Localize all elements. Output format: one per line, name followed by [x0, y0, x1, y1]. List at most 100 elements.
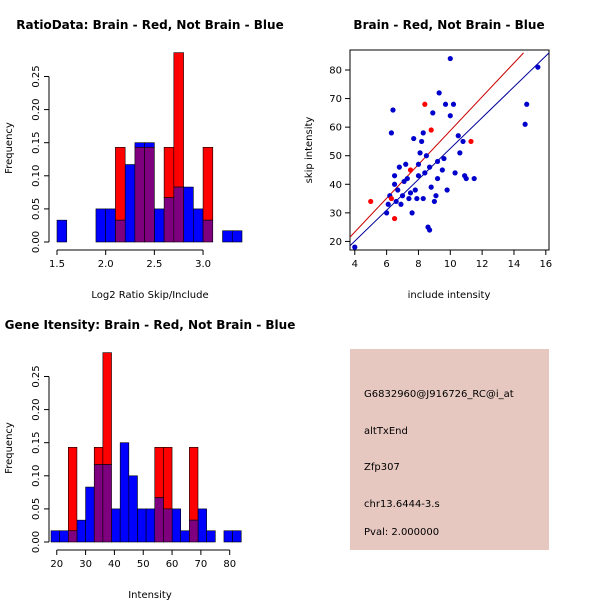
ratio-histogram-bars: [56, 52, 243, 243]
not-brain-bar: [183, 186, 194, 243]
x-tick-label: 2.5: [146, 259, 162, 270]
not-brain-bar: [222, 230, 233, 243]
not-brain-point: [460, 138, 466, 145]
not-brain-point: [463, 175, 469, 182]
scatter-axes: 4 6 8 10 12 14 16 20 30 40 50 60 70 80: [329, 66, 552, 271]
x-tick-label: 6: [383, 259, 389, 270]
not-brain-bar: [95, 208, 106, 243]
not-brain-point: [391, 181, 398, 187]
not-brain-point: [391, 173, 398, 179]
brain-bar: [154, 447, 164, 498]
not-brain-point: [414, 195, 420, 202]
y-tick-label: 40: [329, 180, 342, 191]
info-panel-background: [350, 349, 549, 550]
brain-bar: [189, 447, 199, 521]
not-brain-point: [447, 55, 453, 62]
y-tick-label: 70: [329, 94, 342, 105]
scatter-xlabel: include intensity: [408, 290, 491, 301]
overlap-bar: [154, 497, 164, 543]
overlap-bar: [67, 530, 78, 543]
y-tick-label: 0.20: [31, 398, 42, 420]
not-brain-bar: [231, 230, 243, 243]
not-brain-point: [428, 184, 434, 190]
ratio-histogram-title: RatioData: Brain - Red, Not Brain - Blue: [16, 18, 283, 32]
y-tick-label: 0.15: [31, 432, 42, 454]
x-tick-label: 20: [50, 559, 63, 570]
y-tick-label: 0.00: [31, 231, 42, 253]
not-brain-point: [452, 170, 458, 176]
brain-bar: [102, 352, 112, 465]
brain-point: [422, 101, 428, 107]
brain-point: [468, 138, 474, 145]
not-brain-point: [455, 133, 461, 139]
brain-bar: [163, 447, 173, 510]
overlap-bar: [134, 147, 145, 243]
scatter-title: Brain - Red, Not Brain - Blue: [353, 18, 544, 32]
y-tick-label: 0.00: [31, 531, 42, 553]
x-tick-label: 8: [415, 259, 421, 270]
not-brain-point: [393, 198, 399, 205]
event-type-text: altTxEnd: [364, 426, 408, 437]
not-brain-point: [409, 210, 415, 216]
intensity-histogram-title: Gene Itensity: Brain - Red, Not Brain - …: [5, 318, 296, 332]
brain-point: [428, 127, 434, 133]
y-tick-label: 30: [329, 208, 342, 219]
brain-point: [391, 215, 398, 222]
intensity-histogram-panel: Gene Itensity: Brain - Red, Not Brain - …: [4, 318, 295, 600]
ratio-histogram-xlabel: Log2 Ratio Skip/Include: [91, 290, 208, 301]
fit-line: [349, 52, 524, 238]
not-brain-point: [535, 64, 541, 70]
overlap-bar: [115, 219, 126, 243]
not-brain-point: [404, 175, 410, 182]
not-brain-point: [352, 244, 358, 250]
brain-point: [407, 167, 414, 173]
y-tick-label: 0.20: [31, 98, 42, 120]
y-tick-label: 0.05: [31, 498, 42, 520]
not-brain-bar: [223, 530, 233, 543]
x-tick-label: 80: [223, 559, 236, 570]
not-brain-bar: [193, 208, 204, 243]
not-brain-point: [412, 187, 418, 193]
x-tick-label: 50: [137, 559, 150, 570]
y-tick-label: 0.10: [31, 165, 42, 187]
brain-bar: [115, 147, 126, 221]
pval-text: Pval: 2.000000: [364, 527, 439, 538]
not-brain-point: [444, 187, 450, 193]
scatter-points: [352, 55, 541, 250]
not-brain-point: [439, 167, 445, 173]
not-brain-point: [436, 90, 442, 96]
overlap-bar: [93, 464, 104, 543]
not-brain-point: [442, 101, 449, 107]
not-brain-point: [411, 135, 417, 142]
overlap-bar: [102, 464, 112, 543]
probe-id-text: G6832960@J916726_RC@i_at: [364, 389, 514, 400]
not-brain-point: [385, 201, 391, 207]
y-tick-label: 0.25: [31, 365, 42, 387]
x-tick-label: 2.0: [98, 259, 114, 270]
not-brain-point: [431, 198, 437, 205]
not-brain-bar: [76, 519, 86, 543]
not-brain-point: [427, 164, 433, 170]
not-brain-point: [423, 153, 430, 159]
gene-name-text: Zfp307: [364, 462, 400, 473]
not-brain-point: [420, 195, 426, 202]
x-tick-label: 12: [476, 259, 489, 270]
not-brain-point: [407, 190, 414, 196]
not-brain-bar: [50, 530, 60, 543]
ratio-histogram-ylabel: Frequency: [4, 122, 15, 174]
x-tick-label: 30: [79, 559, 92, 570]
intensity-histogram-ylabel: Frequency: [4, 422, 15, 474]
not-brain-point: [417, 150, 423, 156]
brain-bar: [173, 52, 184, 188]
not-brain-bar: [85, 486, 95, 543]
location-text: chr13.6444-3.s: [364, 499, 440, 510]
not-brain-point: [447, 113, 453, 119]
not-brain-point: [415, 161, 422, 167]
not-brain-point: [399, 193, 406, 199]
scatter-ylabel: skip intensity: [304, 117, 315, 184]
overlap-bar: [202, 219, 214, 243]
x-tick-label: 10: [444, 259, 457, 270]
y-tick-label: 20: [329, 237, 342, 248]
not-brain-point: [420, 130, 426, 136]
